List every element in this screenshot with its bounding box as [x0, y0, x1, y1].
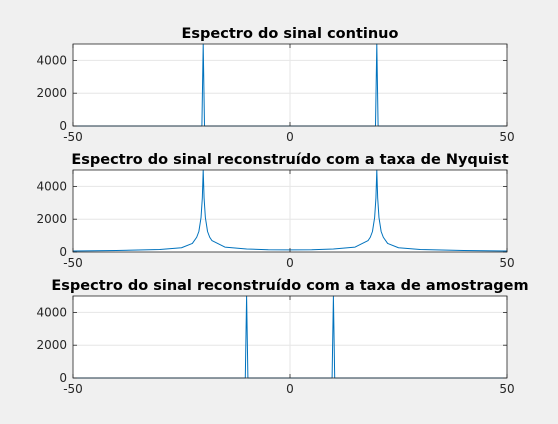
x-tick-label: 50: [499, 382, 514, 396]
y-tick-label: 0: [59, 119, 67, 133]
y-tick-label: 0: [59, 245, 67, 259]
y-tick-label: 2000: [36, 86, 67, 100]
subplot-title: Espectro do sinal reconstruído com a tax…: [71, 152, 508, 168]
x-tick-label: 0: [286, 256, 294, 270]
x-tick-label: 0: [286, 130, 294, 144]
x-tick-label: 50: [499, 256, 514, 270]
y-tick-label: 0: [59, 371, 67, 385]
x-tick-label: 0: [286, 382, 294, 396]
y-tick-label: 4000: [36, 53, 67, 67]
subplot-title: Espectro do sinal continuo: [182, 26, 399, 42]
y-tick-label: 2000: [36, 338, 67, 352]
y-tick-label: 4000: [36, 305, 67, 319]
y-tick-label: 2000: [36, 212, 67, 226]
x-tick-label: 50: [499, 130, 514, 144]
subplot-title: Espectro do sinal reconstruído com a tax…: [51, 278, 528, 294]
y-tick-label: 4000: [36, 179, 67, 193]
